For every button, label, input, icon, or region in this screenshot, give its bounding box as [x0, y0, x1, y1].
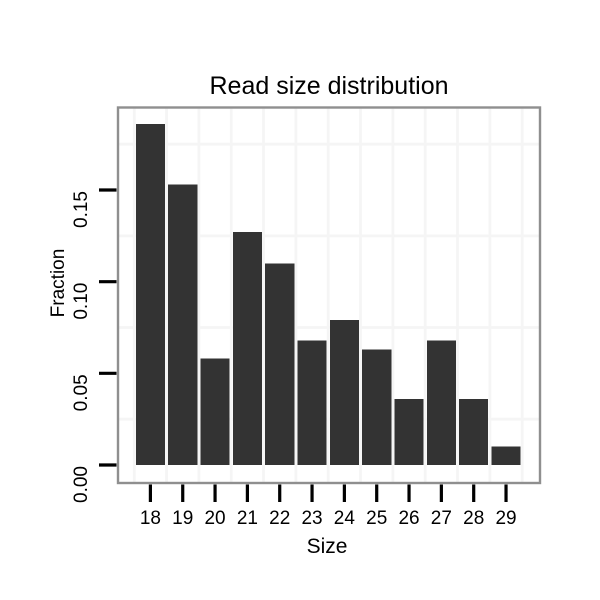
x-tick-label: 22 — [269, 508, 290, 529]
bar-18 — [135, 124, 165, 466]
y-tick-label: 0.10 — [71, 283, 92, 320]
x-tick-label: 25 — [366, 508, 387, 529]
bar-21 — [232, 232, 262, 465]
bar-23 — [297, 340, 327, 465]
x-tick-label: 18 — [140, 508, 161, 529]
chart-title: Read size distribution — [209, 72, 448, 100]
bar-28 — [459, 399, 489, 465]
bar-25 — [362, 349, 392, 465]
x-tick-label: 29 — [495, 508, 516, 529]
bar-19 — [168, 184, 198, 465]
y-tick-label: 0.00 — [71, 466, 92, 503]
x-tick-label: 23 — [301, 508, 322, 529]
x-axis-title: Size — [307, 535, 348, 558]
bar-20 — [200, 358, 230, 465]
y-axis-title: Fraction — [48, 249, 69, 318]
y-tick-label: 0.05 — [71, 374, 92, 411]
x-tick-label: 24 — [334, 508, 356, 529]
bar-24 — [329, 320, 359, 465]
x-tick-label: 19 — [172, 508, 193, 529]
y-tick-label: 0.15 — [71, 191, 92, 228]
x-tick-label: 21 — [237, 508, 258, 529]
bar-27 — [426, 340, 456, 465]
x-tick-label: 20 — [204, 508, 225, 529]
bar-26 — [394, 399, 424, 465]
bar-22 — [265, 263, 295, 465]
x-tick-label: 26 — [398, 508, 419, 529]
plot-area: 18 19 20 21 22 23 24 25 26 27 28 29 0.00 0.05 0.10 0.15 — [71, 106, 542, 529]
x-tick-label: 28 — [463, 508, 484, 529]
x-tick-label: 27 — [431, 508, 452, 529]
bar-29 — [491, 446, 521, 465]
panel-border — [116, 106, 542, 485]
